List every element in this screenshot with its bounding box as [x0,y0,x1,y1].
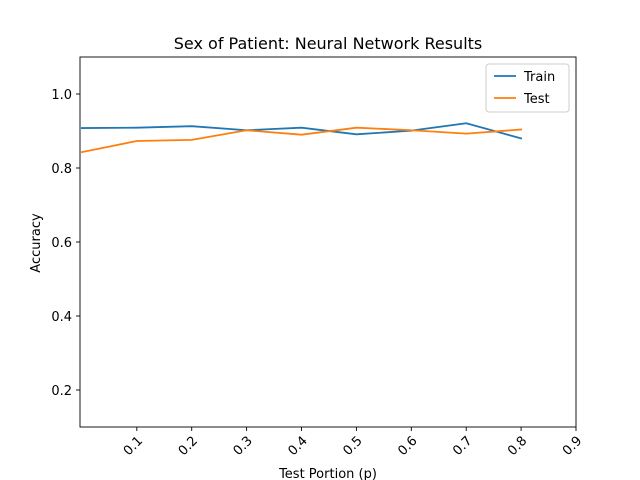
y-axis-label: Accuracy [29,213,44,273]
legend-label-train: Train [523,70,555,85]
chart-title: Sex of Patient: Neural Network Results [174,34,483,53]
series-line-train [81,122,523,140]
y-tick-label: 1.0 [51,88,72,103]
x-axis-label: Test Portion (p) [278,467,377,480]
plot-area: 0.1 0.2 0.3 0.4 0.5 0.6 0.7 0.8 0.90.20.40.60.81… [51,56,585,459]
series-line-test [80,126,523,154]
y-tick-label: 0.2 [51,384,72,399]
y-tick-label: 0.8 [51,162,72,177]
y-tick-label: 0.6 [51,236,72,251]
y-tick-label: 0.4 [51,310,72,325]
legend-label-test: Test [523,92,550,107]
